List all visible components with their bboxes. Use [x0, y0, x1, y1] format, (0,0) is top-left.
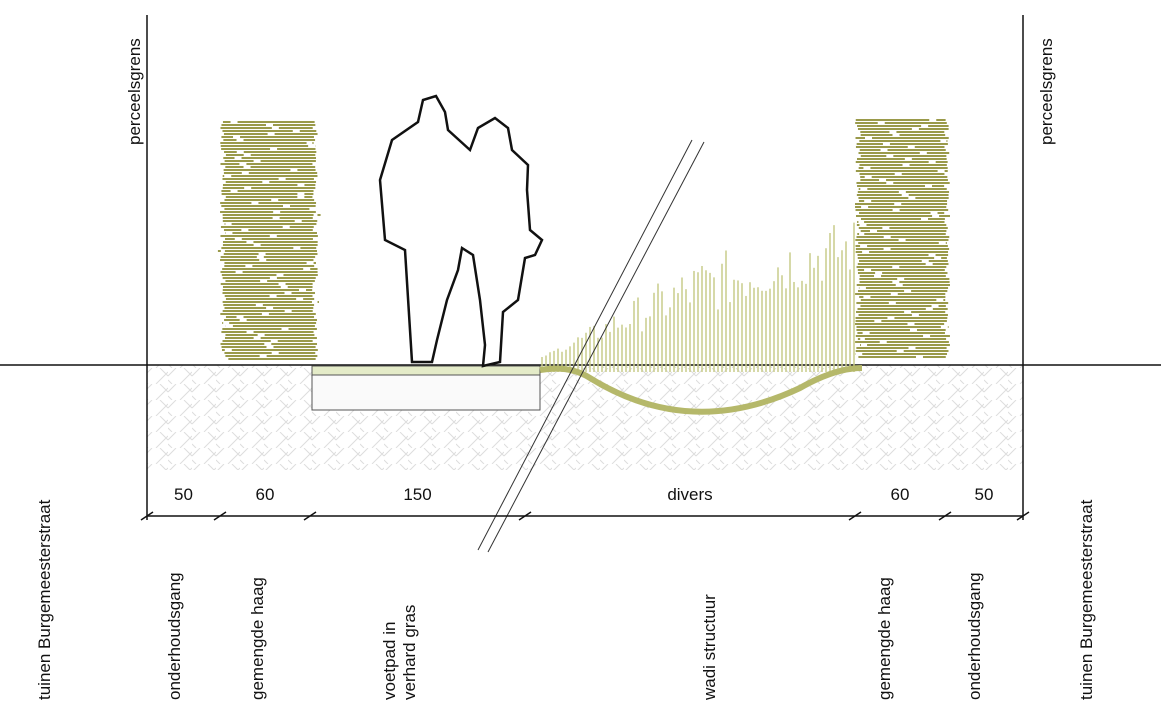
- dimension-tick: [303, 511, 317, 521]
- grass-pavement: [311, 365, 541, 376]
- wadi: [539, 365, 863, 415]
- break-line: [477, 139, 693, 551]
- dimension-label: 50: [975, 485, 994, 504]
- zone-label: onderhoudsgang: [165, 572, 184, 700]
- grass: [541, 222, 855, 372]
- boundary-label: perceelsgrens: [125, 38, 144, 145]
- dimension-line: [140, 511, 1030, 521]
- zone-label: verhard gras: [400, 605, 419, 700]
- zone-label: gemengde haag: [248, 577, 267, 700]
- zone-label: voetpad in: [380, 622, 399, 700]
- dimension-tick: [140, 511, 154, 521]
- zone-label: tuinen Burgemeesterstraat: [1077, 499, 1096, 700]
- dimension-tick: [938, 511, 952, 521]
- dimension-label: 60: [256, 485, 275, 504]
- soil: [147, 365, 1023, 470]
- hedges: [217, 119, 950, 360]
- dimension-label: 60: [891, 485, 910, 504]
- dimension-tick: [213, 511, 227, 521]
- dimension-tick: [848, 511, 862, 521]
- zone-label: onderhoudsgang: [965, 572, 984, 700]
- dimension-label: divers: [667, 485, 712, 504]
- dimension-tick: [1016, 511, 1030, 521]
- break-line: [487, 141, 705, 553]
- people-silhouette: [378, 94, 544, 368]
- dimension-label: 150: [403, 485, 431, 504]
- dimension-tick: [518, 511, 532, 521]
- dimension-label: 50: [174, 485, 193, 504]
- zone-label: tuinen Burgemeesterstraat: [35, 499, 54, 700]
- zone-label: wadi structuur: [700, 594, 719, 701]
- boundary-label: perceelsgrens: [1037, 38, 1056, 145]
- zone-label: gemengde haag: [875, 577, 894, 700]
